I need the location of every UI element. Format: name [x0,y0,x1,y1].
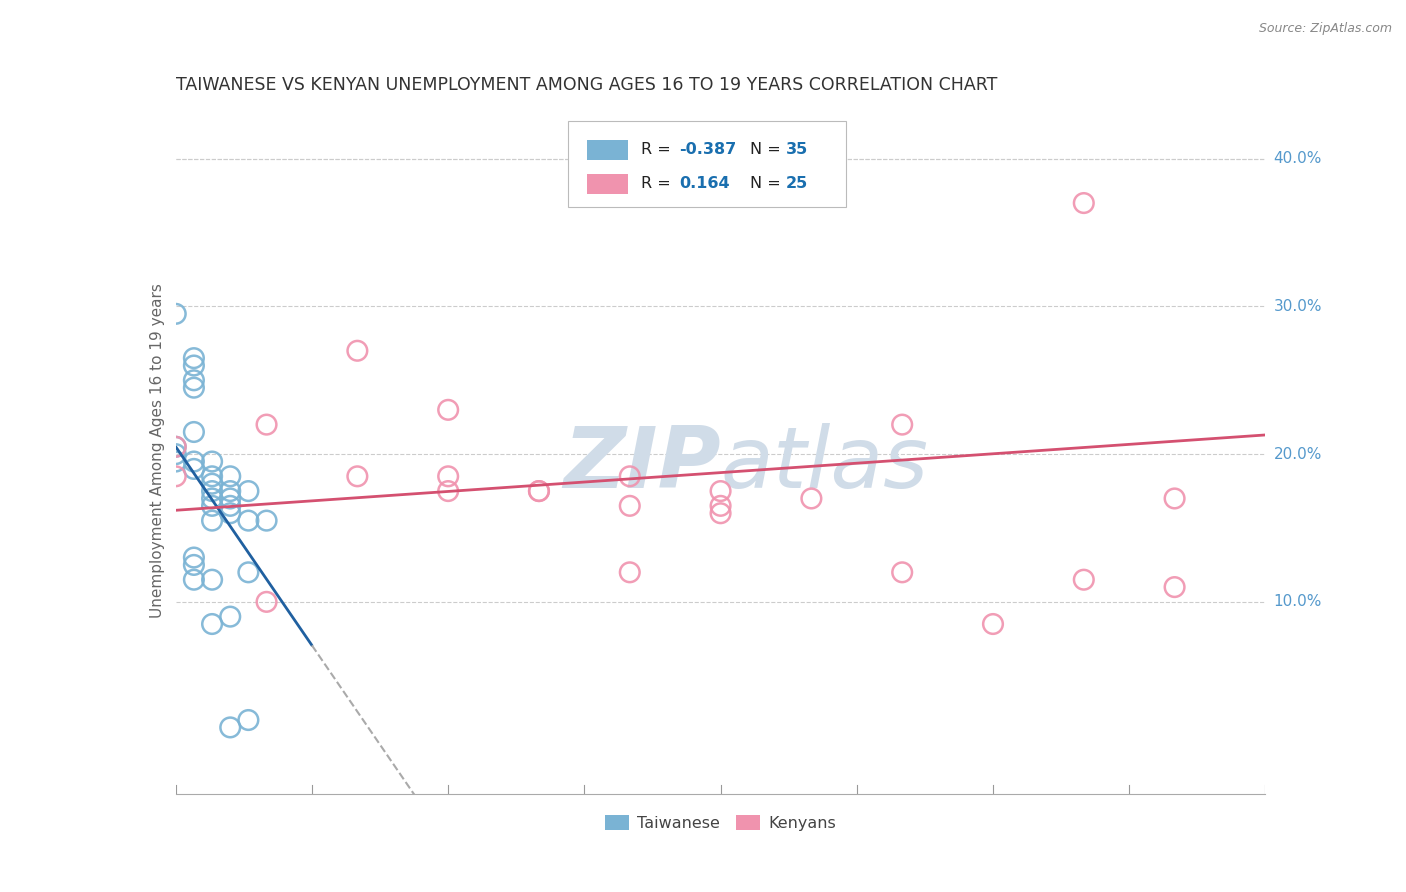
Point [981,617,1004,632]
Point [201,491,224,506]
Text: R =: R = [641,176,681,191]
Point [527,484,550,499]
Point [183,462,205,476]
Text: -0.387: -0.387 [679,142,737,157]
Text: 25: 25 [786,176,808,191]
Point [183,373,205,387]
Point [183,351,205,366]
Legend: Taiwanese, Kenyans: Taiwanese, Kenyans [599,809,842,838]
Point [619,499,641,513]
Point [165,447,187,461]
Point [1073,573,1095,587]
Point [346,343,368,358]
Point [238,484,260,499]
Y-axis label: Unemployment Among Ages 16 to 19 years: Unemployment Among Ages 16 to 19 years [149,283,165,618]
Point [891,417,914,432]
Point [256,417,278,432]
Point [238,566,260,580]
Text: R =: R = [641,142,676,157]
Point [201,573,224,587]
Point [219,484,242,499]
Point [710,484,733,499]
Point [219,469,242,483]
Point [201,469,224,483]
Point [219,720,242,734]
Text: atlas: atlas [721,423,928,506]
Point [891,566,914,580]
Point [527,484,550,499]
Point [183,425,205,439]
Point [619,469,641,483]
Point [201,454,224,468]
Point [346,469,368,483]
Point [1163,491,1185,506]
Point [800,491,823,506]
Point [165,440,187,454]
Point [165,440,187,454]
Point [201,617,224,632]
FancyBboxPatch shape [586,140,628,161]
Point [238,713,260,727]
FancyBboxPatch shape [586,174,628,194]
Point [619,566,641,580]
Text: 20.0%: 20.0% [1274,447,1322,462]
Point [183,550,205,565]
Point [201,484,224,499]
Point [183,381,205,395]
Text: N =: N = [749,176,786,191]
Point [183,359,205,373]
Text: 35: 35 [786,142,808,157]
Point [219,499,242,513]
Point [710,499,733,513]
Point [437,469,460,483]
Point [165,307,187,321]
Point [165,469,187,483]
Point [256,595,278,609]
Point [710,506,733,520]
Text: Source: ZipAtlas.com: Source: ZipAtlas.com [1258,22,1392,36]
Text: 40.0%: 40.0% [1274,152,1322,166]
Point [219,491,242,506]
Point [201,514,224,528]
Point [183,573,205,587]
Point [238,514,260,528]
Point [256,514,278,528]
Point [1073,196,1095,211]
Point [1163,580,1185,594]
Point [437,484,460,499]
Point [183,558,205,572]
Text: N =: N = [749,142,786,157]
FancyBboxPatch shape [568,120,846,207]
Text: TAIWANESE VS KENYAN UNEMPLOYMENT AMONG AGES 16 TO 19 YEARS CORRELATION CHART: TAIWANESE VS KENYAN UNEMPLOYMENT AMONG A… [176,77,997,95]
Text: ZIP: ZIP [562,423,721,506]
Point [219,506,242,520]
Point [219,609,242,624]
Text: 10.0%: 10.0% [1274,594,1322,609]
Point [437,402,460,417]
Point [165,454,187,468]
Point [201,499,224,513]
Point [201,476,224,491]
Text: 0.164: 0.164 [679,176,730,191]
Text: 30.0%: 30.0% [1274,299,1322,314]
Point [183,454,205,468]
